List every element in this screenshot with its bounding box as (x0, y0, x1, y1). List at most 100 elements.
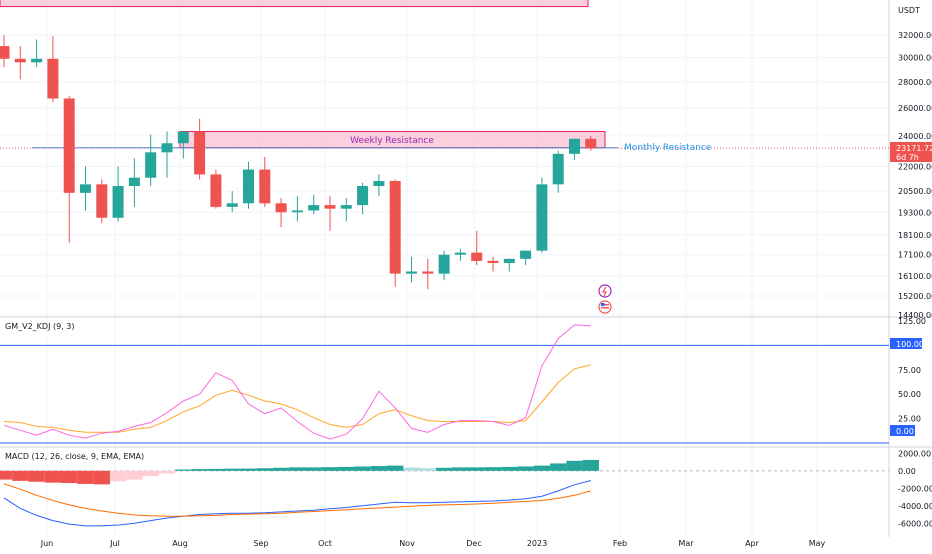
candle-body[interactable] (520, 250, 532, 259)
macd-histogram-bar[interactable] (126, 470, 143, 480)
candle-body[interactable] (96, 184, 108, 218)
macd-signal-line[interactable] (3, 483, 591, 517)
time-axis-label: Feb (613, 539, 627, 548)
macd-histogram-bar[interactable] (403, 467, 420, 471)
macd-histogram-bar[interactable] (109, 470, 127, 482)
macd-line[interactable] (3, 480, 591, 527)
event-icons[interactable] (598, 284, 612, 314)
time-axis-label: Nov (399, 539, 415, 548)
macd-histogram-bar[interactable] (93, 470, 110, 485)
macd-histogram-bar[interactable] (387, 465, 404, 471)
price-tick-label: 15200.00 (898, 292, 932, 301)
candle-body[interactable] (47, 58, 59, 99)
candle-body[interactable] (438, 254, 450, 274)
macd-histogram-bar[interactable] (142, 470, 159, 477)
kdj-tick-label: 25.00 (898, 415, 921, 424)
kdj-k-line[interactable] (3, 324, 591, 440)
candle-body[interactable] (145, 152, 157, 178)
macd-histogram-bar[interactable] (61, 470, 78, 484)
candle-body[interactable] (112, 186, 124, 218)
macd-histogram-bar[interactable] (533, 465, 551, 471)
candle-body[interactable] (503, 258, 515, 264)
macd-histogram-bar[interactable] (452, 467, 469, 471)
price-tick-label: 19300.00 (898, 208, 932, 217)
time-axis-label: Sep (253, 539, 268, 548)
kdj-d-line[interactable] (3, 364, 591, 433)
macd-histogram-bar[interactable] (28, 470, 45, 482)
us-flag-icon[interactable] (598, 300, 612, 314)
macd-histogram-bar[interactable] (501, 466, 518, 471)
candle-body[interactable] (210, 174, 222, 207)
macd-histogram-bar[interactable] (240, 468, 257, 471)
candle-body[interactable] (569, 138, 580, 154)
candle-body[interactable] (226, 203, 238, 207)
candle-body[interactable] (63, 98, 75, 193)
weekly-resistance-label: Weekly Resistance (350, 136, 434, 146)
macd-histogram-bar[interactable] (435, 467, 453, 471)
candle-series[interactable] (0, 35, 597, 290)
macd-histogram-bar[interactable] (256, 468, 273, 471)
candle-body[interactable] (585, 138, 597, 149)
macd-histogram-bar[interactable] (158, 470, 176, 474)
bar-countdown: 6d 7h (896, 153, 919, 162)
macd-histogram-bar[interactable] (419, 468, 436, 471)
kdj-lower-level-badge (890, 425, 915, 436)
candle-body[interactable] (275, 203, 287, 213)
candle-body[interactable] (357, 186, 369, 206)
candle-body[interactable] (80, 184, 91, 193)
macd-histogram-bar[interactable] (44, 470, 62, 483)
time-axis-label: Jun (40, 539, 54, 548)
candle-body[interactable] (0, 46, 10, 59)
lightning-icon[interactable] (598, 284, 612, 298)
macd-pane[interactable] (0, 459, 889, 527)
macd-histogram-bar[interactable] (338, 466, 355, 471)
macd-histogram-bar[interactable] (77, 470, 94, 484)
candle-body[interactable] (536, 184, 548, 251)
time-axis-label: Jul (109, 539, 120, 548)
candle-body[interactable] (177, 131, 189, 144)
candle-body[interactable] (194, 131, 206, 175)
price-tick-label: 18100.00 (898, 231, 932, 240)
macd-histogram-bar[interactable] (289, 467, 306, 471)
candle-body[interactable] (128, 177, 140, 187)
candle-body[interactable] (552, 153, 564, 185)
macd-histogram-bar[interactable] (207, 468, 225, 471)
macd-histogram-bar[interactable] (582, 459, 599, 471)
candle-body[interactable] (161, 143, 173, 153)
candle-body[interactable] (487, 260, 499, 264)
macd-histogram-bar[interactable] (550, 463, 567, 471)
candle-body[interactable] (389, 181, 401, 274)
candle-body[interactable] (31, 58, 43, 63)
candle-body[interactable] (373, 181, 385, 187)
macd-histogram-bar[interactable] (224, 468, 241, 471)
macd-histogram-bar[interactable] (0, 470, 13, 480)
macd-histogram-bar[interactable] (305, 467, 322, 471)
candle-body[interactable] (406, 271, 417, 274)
macd-histogram-bar[interactable] (272, 467, 290, 471)
macd-histogram-bar[interactable] (12, 470, 29, 481)
macd-histogram-bar[interactable] (354, 466, 371, 471)
candle-body[interactable] (454, 252, 466, 255)
macd-histogram-bar[interactable] (191, 469, 208, 471)
macd-histogram-bar[interactable] (175, 469, 192, 471)
candle-body[interactable] (291, 210, 303, 213)
macd-histogram-bar[interactable] (370, 466, 388, 471)
kdj-pane[interactable] (0, 324, 889, 444)
candle-body[interactable] (340, 205, 352, 209)
candle-body[interactable] (422, 271, 434, 274)
price-tick-label: 28000.00 (898, 78, 932, 87)
candle-body[interactable] (243, 169, 254, 204)
macd-histogram-bar[interactable] (321, 467, 339, 471)
macd-histogram-bar[interactable] (484, 467, 502, 471)
candle-body[interactable] (471, 252, 483, 261)
macd-histogram-bar[interactable] (468, 467, 485, 471)
candle-body[interactable] (308, 205, 320, 211)
macd-tick-label: -2000.00 (898, 484, 932, 493)
candle-body[interactable] (259, 169, 271, 204)
candle-body[interactable] (14, 58, 26, 63)
candle-body[interactable] (324, 205, 336, 209)
macd-histogram-bar[interactable] (517, 466, 534, 471)
macd-histogram-bar[interactable] (566, 460, 583, 471)
